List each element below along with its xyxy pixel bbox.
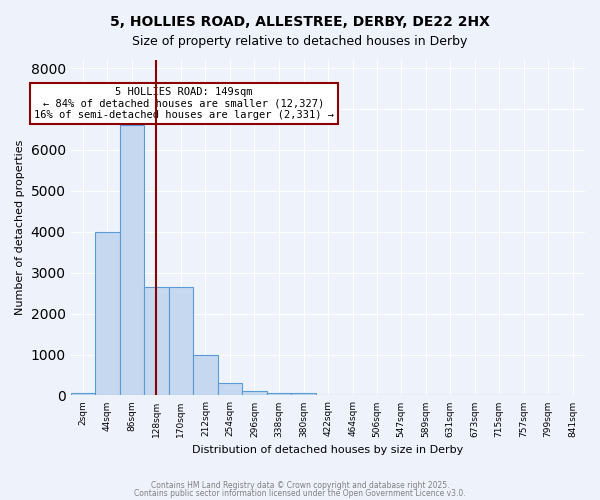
Bar	[291, 392, 316, 396]
Bar	[119, 126, 144, 396]
Text: 5 HOLLIES ROAD: 149sqm
← 84% of detached houses are smaller (12,327)
16% of semi: 5 HOLLIES ROAD: 149sqm ← 84% of detached…	[34, 87, 334, 120]
Bar	[95, 232, 119, 396]
Bar	[242, 392, 267, 396]
Y-axis label: Number of detached properties: Number of detached properties	[15, 140, 25, 316]
Text: Size of property relative to detached houses in Derby: Size of property relative to detached ho…	[133, 35, 467, 48]
Bar	[193, 354, 218, 396]
Text: Contains public sector information licensed under the Open Government Licence v3: Contains public sector information licen…	[134, 488, 466, 498]
Bar	[267, 392, 291, 396]
Bar	[218, 383, 242, 396]
X-axis label: Distribution of detached houses by size in Derby: Distribution of detached houses by size …	[192, 445, 463, 455]
Bar	[144, 287, 169, 396]
Text: Contains HM Land Registry data © Crown copyright and database right 2025.: Contains HM Land Registry data © Crown c…	[151, 481, 449, 490]
Bar	[169, 287, 193, 396]
Bar	[71, 394, 95, 396]
Text: 5, HOLLIES ROAD, ALLESTREE, DERBY, DE22 2HX: 5, HOLLIES ROAD, ALLESTREE, DERBY, DE22 …	[110, 15, 490, 29]
